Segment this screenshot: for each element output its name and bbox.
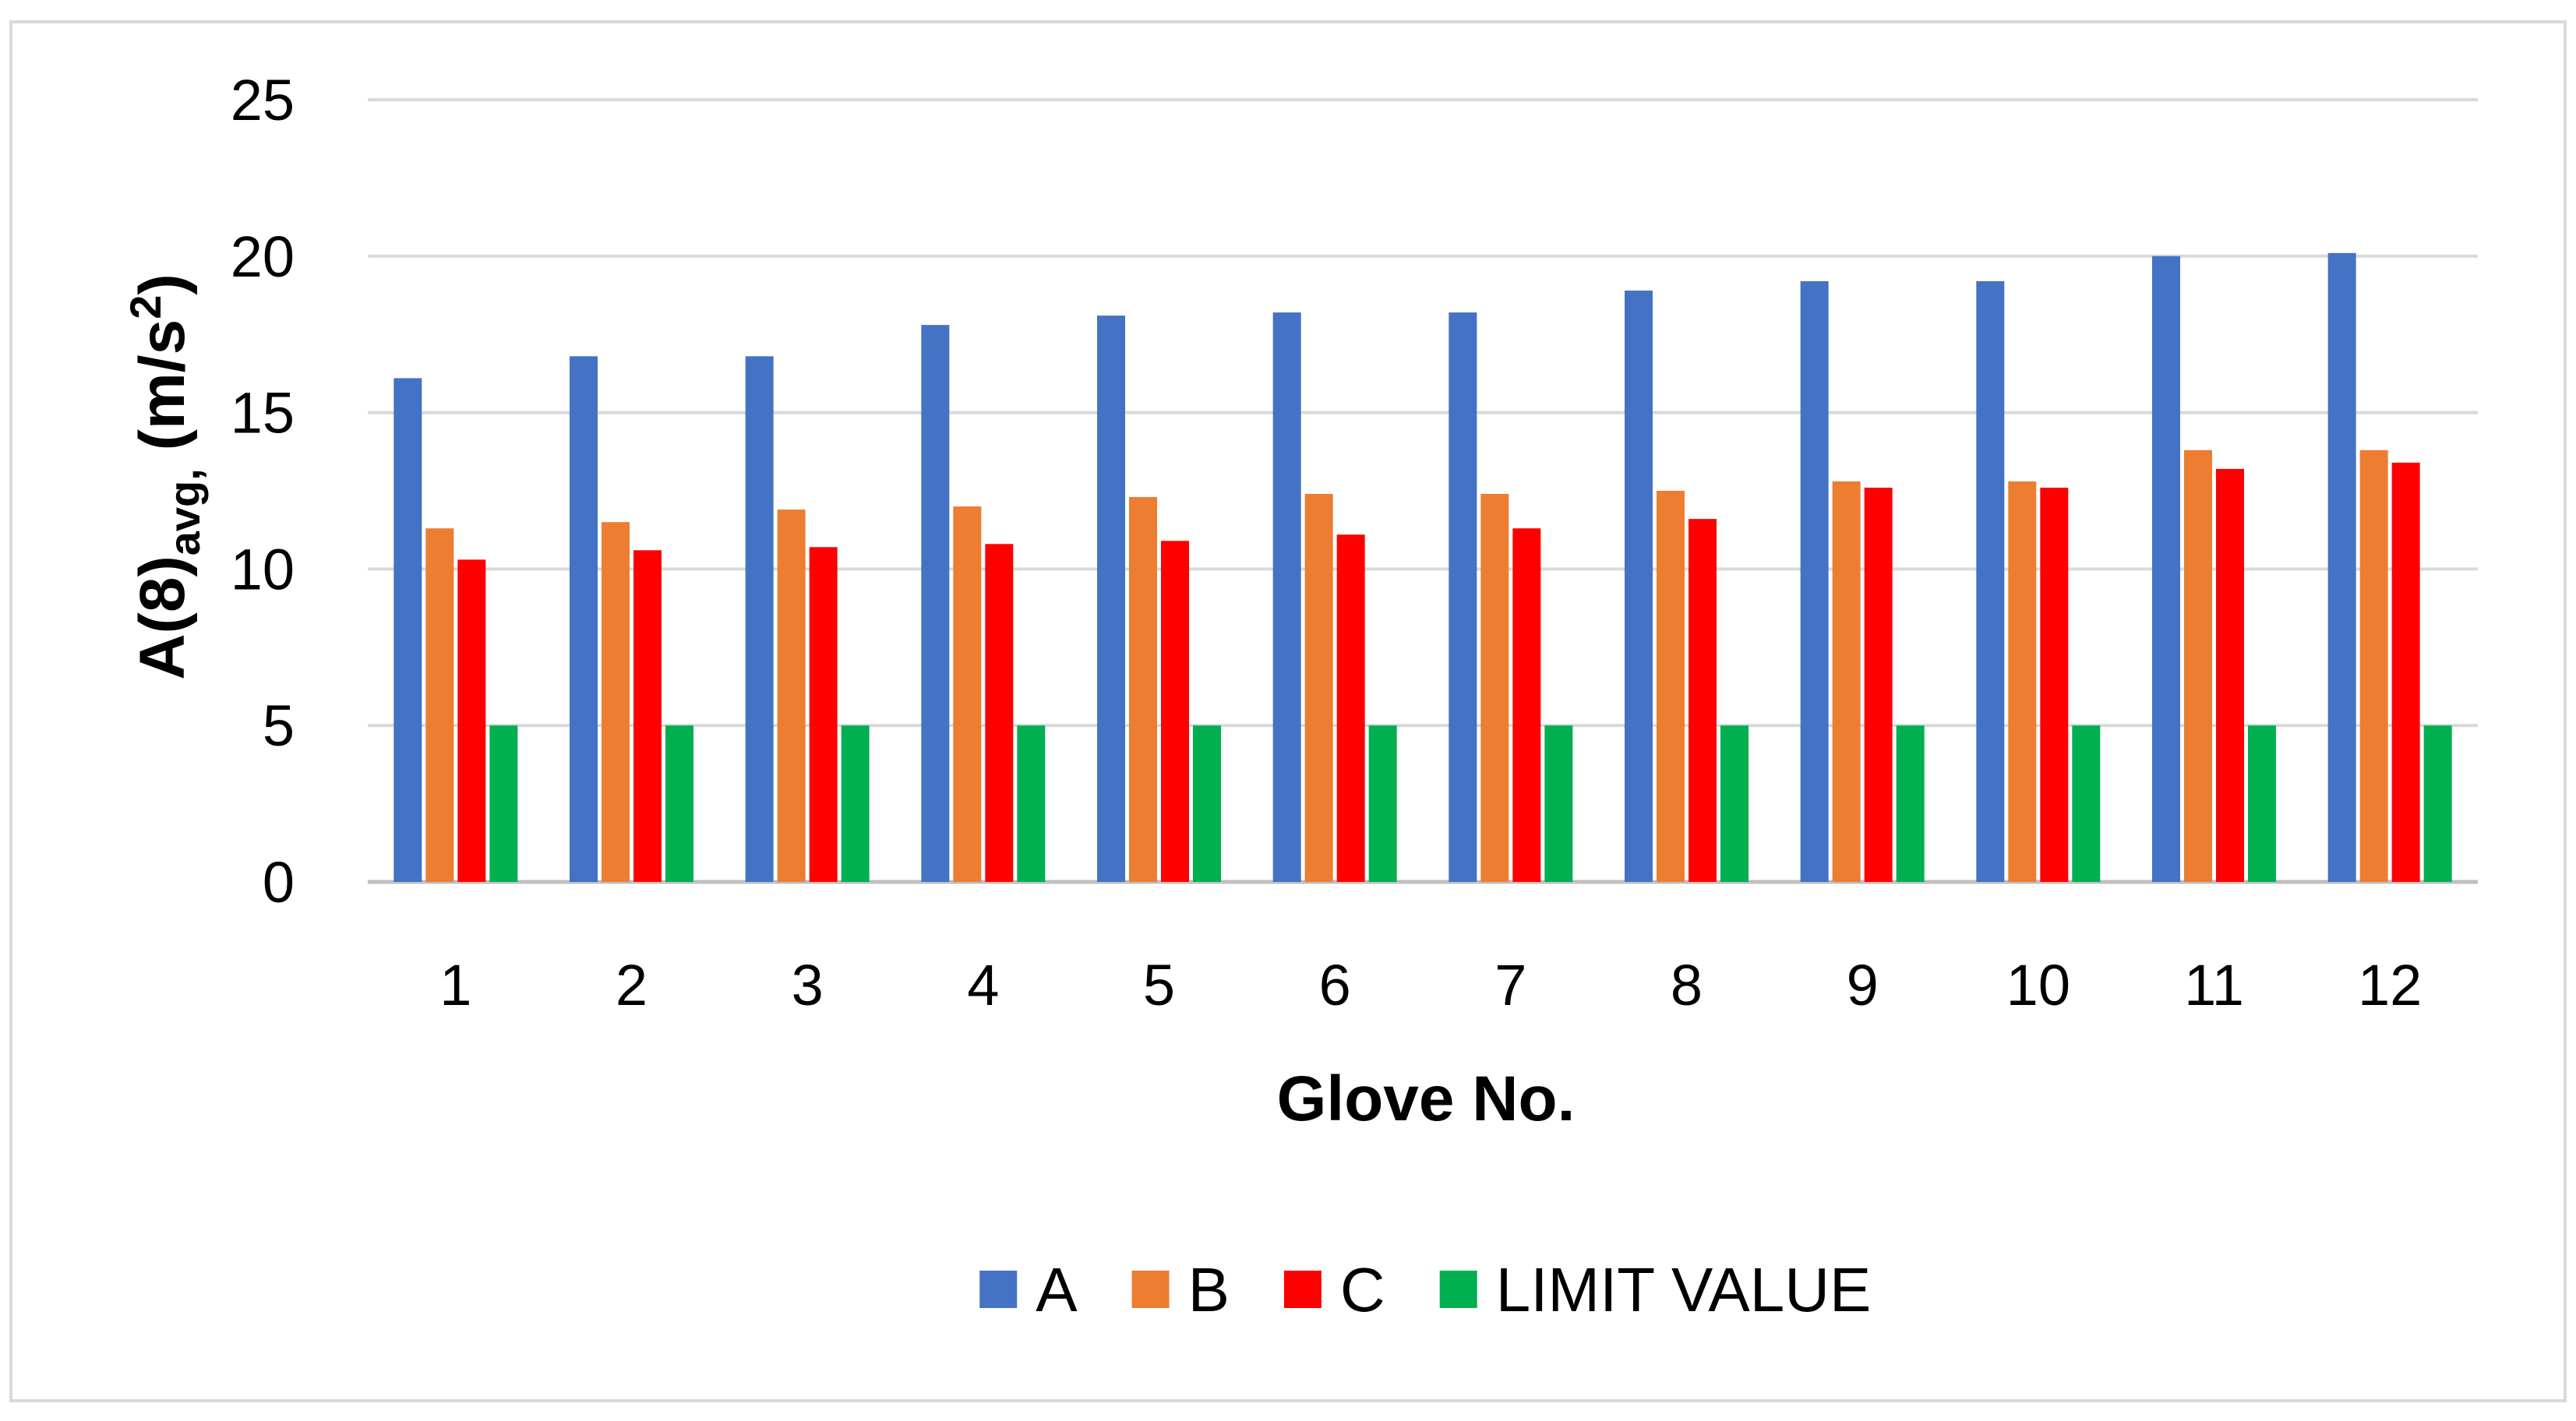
- bar-limit-value: [2423, 725, 2452, 882]
- bar-c: [2040, 487, 2069, 882]
- bar-c: [2391, 462, 2420, 882]
- bar-limit-value: [1193, 725, 1221, 882]
- bar-b: [1832, 481, 1861, 882]
- y-axis-title: A(8)avg, (m/s2): [121, 273, 209, 679]
- bar-a: [1449, 312, 1477, 882]
- x-tick-label: 5: [1143, 953, 1175, 1017]
- bar-a: [2327, 252, 2356, 882]
- legend-swatch-b: [1131, 1271, 1170, 1308]
- y-axis-ticks: 0 5 10 15 20 25: [231, 68, 295, 915]
- bar-limit-value: [2072, 725, 2101, 882]
- bar-b: [1129, 497, 1157, 882]
- bar-b: [2184, 450, 2212, 882]
- bar-a: [2152, 256, 2180, 882]
- bar-b: [953, 506, 982, 882]
- bar-limit-value: [1544, 725, 1573, 882]
- x-tick-label: 4: [967, 953, 999, 1017]
- bar-a: [1097, 316, 1125, 882]
- bar-limit-value: [1017, 725, 1046, 882]
- y-tick-label: 25: [231, 68, 295, 132]
- bar-a: [1800, 280, 1829, 883]
- bar-limit-value: [1896, 725, 1925, 882]
- bar-c: [1336, 534, 1365, 882]
- gridlines: [368, 98, 2478, 884]
- x-tick-label: 6: [1319, 953, 1351, 1017]
- bar-b: [425, 528, 454, 882]
- bar-b: [2008, 481, 2037, 882]
- legend: A B C LIMIT VALUE: [979, 1255, 1871, 1324]
- legend-swatch-a: [979, 1271, 1018, 1308]
- y-tick-label: 0: [263, 850, 295, 915]
- x-tick-label: 7: [1494, 953, 1526, 1017]
- bar-a: [570, 356, 598, 882]
- bar-a: [921, 325, 950, 883]
- x-axis-title: Glove No.: [1277, 1063, 1576, 1134]
- bar-b: [1480, 494, 1509, 882]
- bar-b: [1657, 491, 1685, 882]
- bar-limit-value: [665, 725, 693, 882]
- bar-limit-value: [2248, 725, 2276, 882]
- legend-label: LIMIT VALUE: [1496, 1255, 1872, 1324]
- x-tick-label: 1: [439, 953, 471, 1017]
- bar-a: [1976, 280, 2005, 883]
- bar-c: [1161, 541, 1189, 882]
- legend-swatch-limit-value: [1439, 1271, 1477, 1308]
- x-tick-label: 2: [616, 953, 648, 1017]
- bars: [393, 252, 2452, 883]
- legend-label: C: [1340, 1255, 1385, 1324]
- bar-c: [809, 547, 838, 882]
- bar-limit-value: [1720, 725, 1749, 882]
- y-tick-label: 15: [231, 381, 295, 446]
- bar-limit-value: [1368, 725, 1397, 882]
- y-tick-label: 10: [231, 537, 295, 601]
- x-tick-label: 8: [1671, 953, 1703, 1017]
- x-tick-label: 11: [2184, 953, 2244, 1017]
- bar-b: [1304, 494, 1333, 882]
- legend-label: B: [1188, 1255, 1230, 1324]
- y-tick-label: 5: [263, 693, 295, 758]
- x-tick-label: 10: [2006, 953, 2070, 1017]
- bar-a: [393, 378, 422, 882]
- bar-c: [985, 544, 1014, 882]
- bar-c: [633, 550, 662, 882]
- bar-a: [1625, 290, 1653, 882]
- bar-b: [2359, 450, 2388, 882]
- bar-c: [457, 559, 486, 882]
- legend-label: A: [1036, 1255, 1078, 1324]
- y-tick-label: 20: [231, 224, 295, 289]
- bar-c: [1864, 487, 1893, 882]
- bar-c: [2216, 468, 2244, 882]
- x-tick-label: 12: [2358, 953, 2422, 1017]
- x-tick-label: 3: [792, 953, 824, 1017]
- bar-b: [777, 510, 806, 882]
- bar-b: [602, 522, 630, 882]
- bar-limit-value: [489, 725, 518, 882]
- bar-limit-value: [841, 725, 870, 882]
- bar-a: [1272, 312, 1301, 882]
- x-tick-label: 9: [1847, 953, 1879, 1017]
- legend-swatch-c: [1283, 1271, 1322, 1308]
- x-axis-ticks: 1 2 3 4 5 6 7 8 9 10 11 12: [439, 953, 2422, 1017]
- bar-c: [1689, 519, 1717, 882]
- bar-c: [1512, 528, 1541, 882]
- bar-a: [745, 356, 774, 882]
